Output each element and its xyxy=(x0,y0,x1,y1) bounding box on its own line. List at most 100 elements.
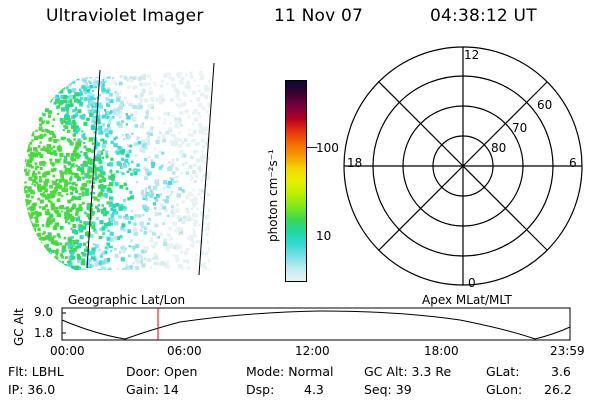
emission-pixel xyxy=(98,235,102,240)
emission-pixel xyxy=(56,242,60,246)
emission-pixel xyxy=(162,180,168,185)
emission-pixel xyxy=(76,177,81,182)
emission-pixel xyxy=(157,97,161,101)
emission-pixel xyxy=(114,91,117,94)
emission-pixel xyxy=(70,158,74,162)
emission-pixel xyxy=(171,212,176,217)
emission-pixel xyxy=(176,269,179,270)
emission-pixel xyxy=(77,109,82,114)
emission-pixel xyxy=(47,149,52,154)
emission-pixel xyxy=(178,187,182,191)
emission-pixel xyxy=(38,126,43,131)
emission-pixel xyxy=(174,137,179,142)
emission-pixel xyxy=(55,95,59,99)
emission-pixel xyxy=(139,104,144,109)
emission-pixel xyxy=(98,132,101,135)
emission-pixel xyxy=(173,141,178,146)
emission-pixel xyxy=(184,85,189,89)
emission-pixel xyxy=(118,206,123,211)
lat-label-70: 70 xyxy=(512,121,528,135)
emission-pixel xyxy=(91,149,95,153)
emission-pixel xyxy=(201,238,204,241)
emission-pixel xyxy=(67,260,70,264)
emission-pixel xyxy=(109,199,113,203)
emission-pixel xyxy=(138,255,144,261)
emission-pixel xyxy=(105,155,109,159)
emission-pixel xyxy=(163,133,166,137)
emission-pixel xyxy=(47,129,51,134)
emission-pixel xyxy=(63,94,68,99)
emission-pixel xyxy=(205,214,209,218)
emission-pixel xyxy=(197,192,200,196)
emission-pixel xyxy=(25,162,30,167)
emission-pixel xyxy=(112,179,116,183)
emission-pixel xyxy=(149,128,154,133)
emission-pixel xyxy=(42,145,46,149)
emission-pixel xyxy=(109,182,114,187)
emission-pixel xyxy=(32,175,36,178)
emission-pixel xyxy=(109,218,114,222)
emission-pixel xyxy=(179,230,184,235)
emission-pixel xyxy=(67,199,72,204)
emission-pixel xyxy=(166,70,170,75)
emission-pixel xyxy=(35,129,38,132)
emission-pixel xyxy=(50,147,53,151)
emission-pixel xyxy=(34,210,38,215)
emission-pixel xyxy=(146,109,149,112)
emission-pixel xyxy=(126,115,131,120)
emission-pixel xyxy=(88,180,92,184)
emission-pixel xyxy=(163,73,168,78)
emission-pixel xyxy=(44,236,49,240)
emission-pixel xyxy=(143,246,148,251)
emission-pixel xyxy=(106,242,110,246)
emission-pixel xyxy=(147,82,151,86)
emission-pixel xyxy=(171,159,175,162)
emission-pixel xyxy=(186,84,191,89)
emission-pixel xyxy=(119,204,124,209)
emission-pixel xyxy=(149,189,153,193)
info-glat: GLat: xyxy=(486,364,520,379)
emission-pixel xyxy=(163,238,168,243)
emission-pixel xyxy=(79,228,84,233)
emission-pixel xyxy=(125,263,128,267)
emission-pixel xyxy=(64,161,68,164)
emission-pixel xyxy=(67,168,72,172)
emission-pixel xyxy=(81,164,85,168)
emission-pixel xyxy=(62,180,66,183)
emission-pixel xyxy=(95,176,99,180)
emission-pixel xyxy=(83,152,88,157)
emission-pixel xyxy=(44,188,49,193)
emission-pixel xyxy=(101,156,105,159)
emission-pixel xyxy=(149,266,153,269)
emission-pixel xyxy=(200,153,204,157)
emission-pixel xyxy=(125,260,128,263)
emission-pixel xyxy=(130,210,133,213)
emission-pixel xyxy=(193,109,198,114)
emission-pixel xyxy=(187,236,191,240)
emission-pixel xyxy=(154,207,157,210)
emission-pixel xyxy=(163,121,167,125)
emission-pixel xyxy=(30,221,33,224)
emission-pixel xyxy=(83,145,87,149)
emission-pixel xyxy=(184,109,189,114)
emission-pixel xyxy=(93,79,97,83)
emission-pixel xyxy=(115,170,119,174)
emission-pixel xyxy=(96,107,101,112)
emission-pixel xyxy=(105,210,109,215)
emission-pixel xyxy=(101,226,106,231)
emission-pixel xyxy=(118,123,123,128)
emission-pixel xyxy=(108,245,111,249)
emission-pixel xyxy=(34,173,37,176)
emission-pixel xyxy=(205,216,209,220)
emission-pixel xyxy=(49,190,53,194)
emission-pixel xyxy=(144,168,148,172)
emission-pixel xyxy=(139,82,143,87)
emission-pixel xyxy=(101,260,106,265)
emission-pixel xyxy=(82,187,86,191)
emission-pixel xyxy=(170,178,174,182)
emission-pixel xyxy=(41,224,45,227)
emission-pixel xyxy=(76,153,80,157)
emission-pixel xyxy=(68,181,72,185)
emission-pixel xyxy=(91,225,96,230)
emission-pixel xyxy=(98,248,101,251)
